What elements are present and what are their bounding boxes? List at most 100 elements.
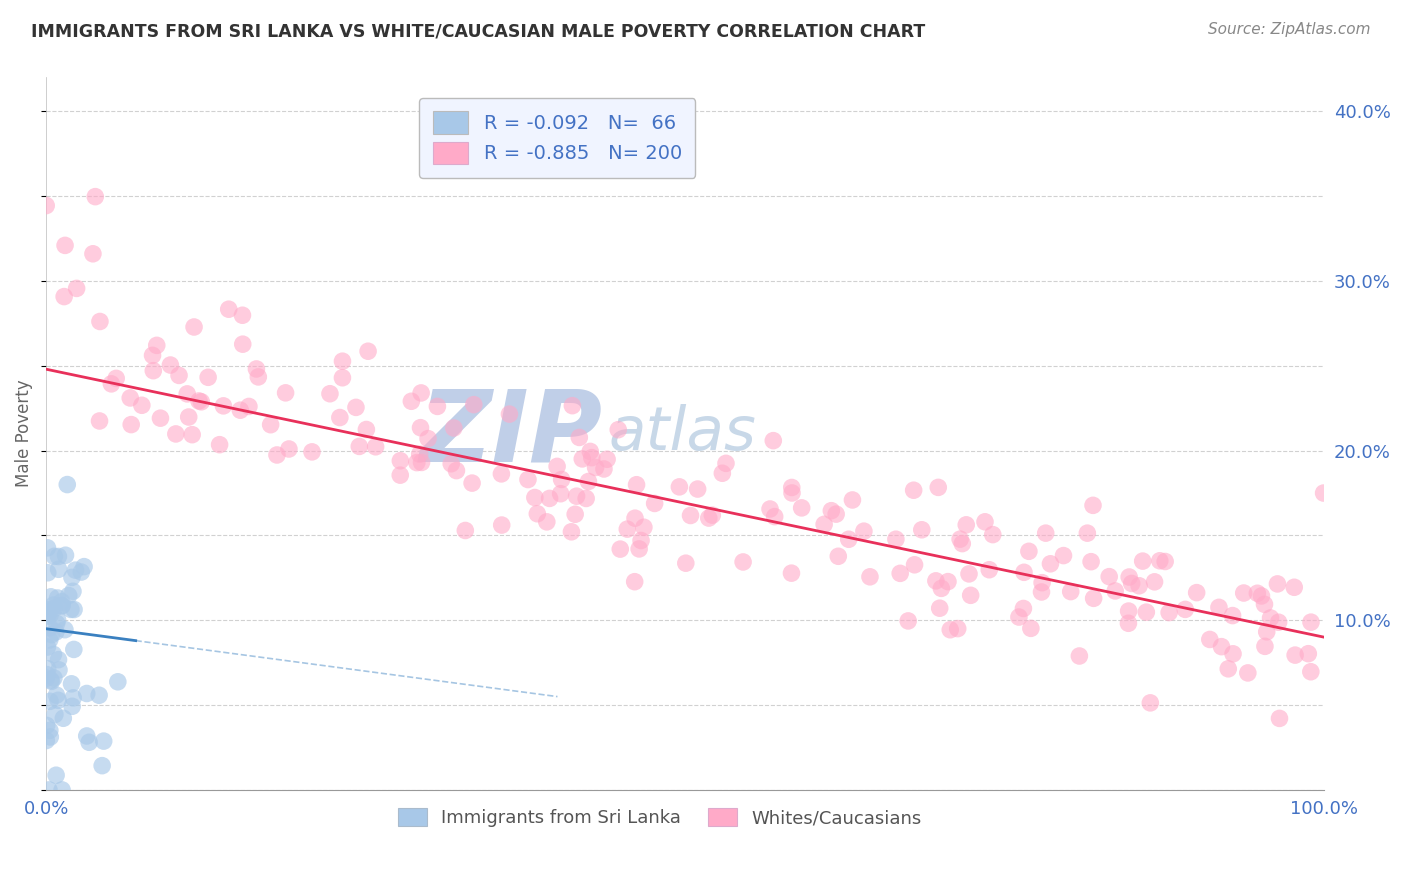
Point — [927, 480, 949, 494]
Point — [60, 570, 83, 584]
Point — [1143, 574, 1166, 589]
Point — [711, 467, 734, 481]
Point — [546, 459, 568, 474]
Text: Source: ZipAtlas.com: Source: ZipAtlas.com — [1208, 22, 1371, 37]
Point — [51, 599, 73, 613]
Point — [44, 601, 66, 615]
Point — [63, 602, 86, 616]
Point — [190, 394, 212, 409]
Point — [1154, 554, 1177, 568]
Point — [668, 480, 690, 494]
Point — [1284, 648, 1306, 662]
Point — [1159, 606, 1181, 620]
Point — [188, 393, 211, 408]
Point — [957, 566, 980, 581]
Point — [183, 320, 205, 334]
Point — [35, 718, 58, 732]
Point — [1237, 665, 1260, 680]
Point — [440, 457, 463, 471]
Point — [301, 445, 323, 459]
Point — [52, 711, 75, 725]
Point — [1253, 597, 1275, 611]
Point — [38, 605, 60, 619]
Point — [35, 602, 58, 616]
Point — [491, 518, 513, 533]
Point — [1268, 711, 1291, 725]
Point — [571, 451, 593, 466]
Point — [679, 508, 702, 523]
Point — [1246, 586, 1268, 600]
Point — [897, 614, 920, 628]
Point — [107, 674, 129, 689]
Point — [827, 549, 849, 564]
Point — [630, 533, 652, 548]
Point — [42, 671, 65, 685]
Point — [37, 566, 59, 580]
Point — [959, 588, 981, 602]
Point — [1185, 585, 1208, 599]
Point — [928, 601, 950, 615]
Point — [624, 511, 647, 525]
Point — [76, 729, 98, 743]
Point — [446, 464, 468, 478]
Point — [1121, 576, 1143, 591]
Point — [1118, 616, 1140, 631]
Point — [1018, 544, 1040, 558]
Point — [1118, 604, 1140, 618]
Point — [1299, 615, 1322, 629]
Point — [274, 385, 297, 400]
Point — [41, 628, 63, 642]
Point — [561, 399, 583, 413]
Point — [931, 582, 953, 596]
Point — [176, 387, 198, 401]
Point — [820, 504, 842, 518]
Point — [780, 566, 803, 581]
Point — [1128, 579, 1150, 593]
Point — [925, 574, 948, 588]
Point — [70, 565, 93, 579]
Point — [51, 783, 73, 797]
Point — [825, 507, 848, 521]
Point — [389, 454, 412, 468]
Point — [65, 563, 87, 577]
Point — [426, 400, 449, 414]
Point — [763, 509, 786, 524]
Point — [1012, 566, 1035, 580]
Point — [565, 489, 588, 503]
Point — [1118, 570, 1140, 584]
Point — [517, 473, 540, 487]
Point — [1039, 557, 1062, 571]
Point — [1211, 640, 1233, 654]
Point — [409, 447, 432, 461]
Point — [45, 768, 67, 782]
Point — [1250, 589, 1272, 603]
Point — [38, 723, 60, 738]
Point — [332, 370, 354, 384]
Point — [51, 595, 73, 609]
Point — [38, 632, 60, 647]
Point — [443, 421, 465, 435]
Point — [560, 524, 582, 539]
Point — [266, 448, 288, 462]
Text: atlas: atlas — [609, 404, 756, 463]
Point — [585, 460, 607, 475]
Point — [491, 467, 513, 481]
Point — [35, 733, 58, 747]
Point — [1139, 696, 1161, 710]
Point — [1035, 526, 1057, 541]
Point — [578, 475, 600, 489]
Point — [37, 640, 59, 654]
Point — [56, 477, 79, 491]
Point — [1060, 584, 1083, 599]
Point — [1031, 575, 1053, 590]
Point — [87, 688, 110, 702]
Point — [1218, 662, 1240, 676]
Point — [238, 400, 260, 414]
Point — [939, 623, 962, 637]
Point — [1031, 585, 1053, 599]
Point — [714, 456, 737, 470]
Point — [550, 473, 572, 487]
Point — [46, 693, 69, 707]
Point — [405, 456, 427, 470]
Point — [44, 549, 66, 564]
